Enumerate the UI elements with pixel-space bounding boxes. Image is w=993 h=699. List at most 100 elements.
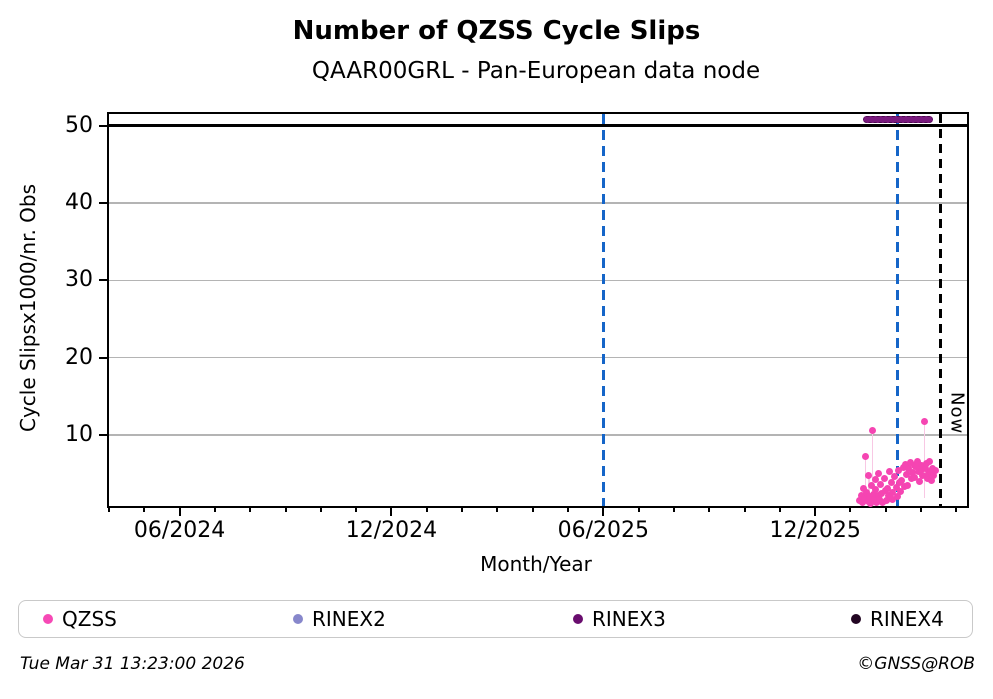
qzss-point	[901, 460, 909, 468]
y-tick-50	[99, 124, 107, 127]
qzss-point	[882, 497, 890, 505]
rinex3-availability-bar	[862, 115, 934, 123]
gridline-y-20	[109, 356, 967, 359]
qzss-point	[884, 484, 892, 492]
qzss-point	[861, 453, 869, 461]
qzss-point	[919, 472, 927, 480]
qzss-point	[889, 496, 897, 504]
x-axis-label: Month/Year	[480, 552, 592, 576]
x-minor-tick-0	[108, 508, 110, 512]
qzss-point	[914, 467, 922, 475]
gridline-y-40	[109, 202, 967, 204]
y-tick-label-20: 20	[65, 344, 93, 370]
qzss-point	[908, 469, 916, 477]
qzss-point	[867, 500, 875, 508]
x-major-tick-8	[390, 508, 393, 516]
legend-label-rinex4: RINEX4	[870, 606, 944, 631]
qzss-point	[891, 473, 899, 481]
qzss-point	[857, 491, 865, 499]
qzss-point	[929, 471, 937, 479]
qzss-point	[893, 493, 901, 501]
qzss-point	[866, 493, 874, 501]
y-tick-label-50: 50	[65, 112, 93, 138]
x-minor-tick-23	[920, 508, 923, 512]
x-minor-tick-10	[461, 508, 464, 512]
x-minor-tick-16	[672, 508, 675, 512]
plot-area: 10 20 30 40 50 06/2024 12/2024 06/2025 12/2025 No…	[65, 112, 969, 543]
y-tick-label-40: 40	[65, 189, 93, 215]
x-minor-tick-17	[708, 508, 711, 512]
y-tick-30	[99, 279, 107, 282]
legend-item-qzss: QZSS	[43, 601, 117, 636]
stem-1	[864, 456, 867, 499]
hline-50	[109, 124, 967, 127]
qzss-point	[917, 461, 925, 469]
qzss-point	[868, 482, 876, 490]
qzss-point	[897, 487, 905, 495]
chart-title: Number of QZSS Cycle Slips	[292, 16, 701, 46]
qzss-point	[858, 499, 866, 507]
legend-label-qzss: QZSS	[62, 606, 117, 631]
qzss-point	[868, 426, 876, 434]
credit-text: ©GNSS@ROB	[857, 654, 975, 674]
x-minor-tick-1	[143, 508, 146, 512]
qzss-point	[914, 457, 922, 465]
qzss-point	[894, 466, 902, 474]
x-major-tick-2	[178, 508, 181, 516]
x-minor-tick-11	[496, 508, 499, 512]
timestamp-text: Tue Mar 31 13:23:00 2026	[20, 654, 245, 674]
now-label: Now	[946, 392, 968, 435]
qzss-point	[905, 465, 913, 473]
legend-label-rinex3: RINEX3	[592, 606, 666, 631]
qzss-point	[907, 475, 915, 483]
stem-3	[871, 430, 874, 499]
x-minor-tick-22	[884, 508, 887, 512]
legend-item-rinex3: RINEX3	[573, 601, 666, 636]
y-tick-label-10: 10	[65, 421, 93, 447]
qzss-point	[874, 470, 882, 478]
legend-label-rinex2: RINEX2	[312, 606, 386, 631]
x-minor-tick-7	[355, 508, 358, 512]
y-tick-20	[99, 356, 107, 359]
qzss-point	[928, 476, 936, 484]
x-minor-tick-4	[249, 508, 252, 512]
qzss-marker-icon	[43, 613, 53, 624]
x-minor-tick-13	[567, 508, 569, 512]
qzss-point	[892, 483, 900, 491]
qzss-point	[918, 466, 926, 474]
x-tick-label-06/2025: 06/2025	[557, 518, 650, 543]
qzss-point	[871, 476, 879, 484]
y-tick-40	[99, 201, 107, 204]
x-major-tick-14	[602, 508, 605, 516]
x-minor-tick-21	[849, 508, 852, 512]
x-minor-tick-19	[778, 508, 781, 512]
x-minor-tick-15	[637, 508, 640, 512]
qzss-point	[911, 473, 919, 481]
x-tick-label-06/2024: 06/2024	[133, 518, 226, 543]
qzss-point	[878, 499, 886, 507]
now-line	[939, 114, 942, 506]
qzss-point	[898, 476, 906, 484]
x-tick-label-12/2024: 12/2024	[345, 518, 438, 543]
x-minor-tick-3	[213, 508, 216, 512]
x-tick-label-12/2025: 12/2025	[769, 518, 861, 543]
rinex3-marker-icon	[573, 613, 583, 624]
qzss-point	[915, 477, 923, 485]
rinex2-marker-icon	[293, 613, 303, 624]
qzss-point	[862, 488, 870, 496]
qzss-point	[869, 490, 877, 498]
gridline-y-30	[109, 279, 967, 281]
qzss-point	[880, 474, 888, 482]
qzss-point	[926, 458, 934, 466]
qzss-point	[861, 494, 869, 502]
qzss-point	[887, 479, 895, 487]
qzss-point	[872, 486, 880, 494]
qzss-point	[904, 481, 912, 489]
x-major-tick-20	[814, 508, 817, 516]
qzss-point	[865, 471, 873, 479]
qzss-point	[900, 483, 908, 491]
qzss-point	[912, 463, 920, 471]
qzss-point	[923, 474, 931, 482]
qzss-point	[885, 468, 893, 476]
qzss-point	[875, 495, 883, 503]
